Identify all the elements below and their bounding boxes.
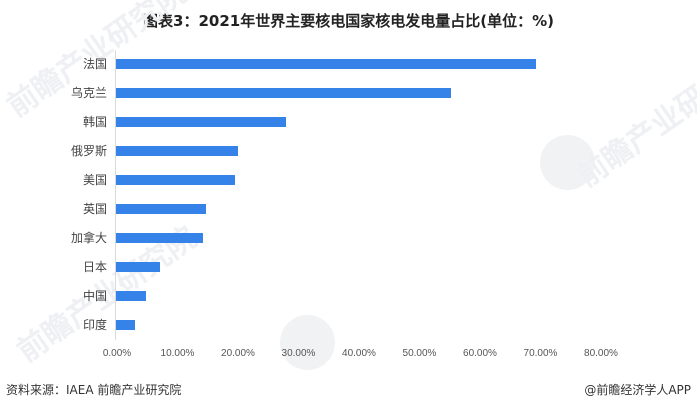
category-label: 加拿大 (70, 231, 107, 245)
x-tick-label: 50.00% (402, 348, 437, 359)
bar (116, 262, 161, 272)
bar (116, 59, 536, 69)
credit-note: @前瞻经济学人APP (584, 383, 691, 397)
bar (116, 291, 147, 301)
x-tick-label: 60.00% (463, 348, 497, 359)
bar-row: 法国 (0, 54, 697, 74)
bar-row: 印度 (0, 315, 697, 335)
x-tick-label: 80.00% (584, 348, 618, 359)
category-label: 俄罗斯 (70, 144, 107, 158)
y-axis-line (115, 50, 116, 340)
bar (116, 175, 236, 185)
category-label: 乌克兰 (70, 86, 107, 100)
bar (116, 204, 207, 214)
source-note: 资料来源：IAEA 前瞻产业研究院 (6, 383, 182, 397)
category-label: 中国 (82, 289, 107, 303)
category-label: 英国 (82, 202, 107, 216)
x-tick-label: 20.00% (221, 348, 255, 359)
category-label: 韩国 (82, 115, 107, 129)
bar-row: 美国 (0, 170, 697, 190)
x-tick-label: 10.00% (160, 348, 195, 359)
x-tick-label: 40.00% (342, 348, 376, 359)
x-tick-label: 30.00% (281, 348, 316, 359)
bar (116, 146, 239, 156)
category-label: 日本 (82, 260, 107, 274)
bar-row: 韩国 (0, 112, 697, 132)
bar-row: 中国 (0, 286, 697, 306)
bar (116, 117, 286, 127)
chart-title: 图表3：2021年世界主要核电国家核电发电量占比(单位：%) (143, 12, 554, 30)
bar-row: 加拿大 (0, 228, 697, 248)
category-label: 法国 (82, 57, 107, 71)
bar-row: 乌克兰 (0, 83, 697, 103)
x-tick-label: 70.00% (523, 348, 558, 359)
category-label: 印度 (82, 318, 107, 332)
bar (116, 320, 135, 330)
bar (116, 233, 204, 243)
bar (116, 88, 452, 98)
bar-row: 日本 (0, 257, 697, 277)
category-label: 美国 (82, 173, 107, 187)
bar-row: 英国 (0, 199, 697, 219)
bar-row: 俄罗斯 (0, 141, 697, 161)
x-tick-label: 0.00% (102, 348, 132, 359)
